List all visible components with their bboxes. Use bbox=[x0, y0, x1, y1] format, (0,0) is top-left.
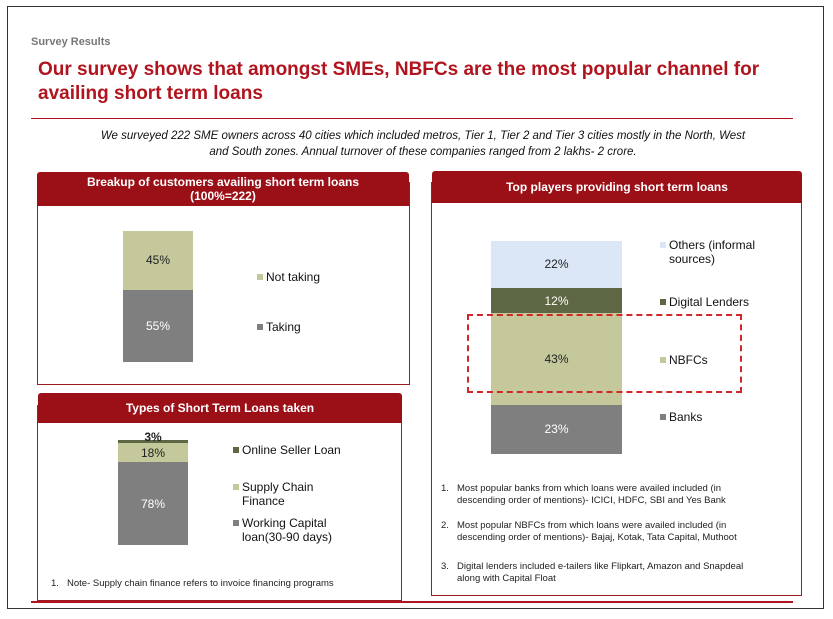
legend-label-working-capital-loan-30-90-days: Working Capital loan(30-90 days) bbox=[242, 516, 333, 544]
loan-types-footnote: 1. Note- Supply chain finance refers to i… bbox=[51, 578, 396, 590]
bar-segment-online-seller-loan bbox=[118, 440, 188, 444]
slide-frame bbox=[7, 6, 824, 609]
legend-item-supply-chain-finance: Supply Chain Finance bbox=[233, 480, 343, 508]
legend-item-taking: Taking bbox=[257, 320, 301, 334]
highlight-box-nbfcs bbox=[467, 314, 742, 393]
legend-item-online-seller-loan: Online Seller Loan bbox=[233, 443, 341, 457]
bar-segment-supply-chain-finance bbox=[118, 443, 188, 463]
note-1-line-2: descending order of mentions)- ICICI, HD… bbox=[457, 495, 726, 506]
data-label-not-taking: 45% bbox=[145, 253, 171, 268]
legend-label-not-taking: Not taking bbox=[266, 270, 321, 284]
data-label-banks: 23% bbox=[544, 422, 569, 437]
intro-line-1: We surveyed 222 SME owners across 40 cit… bbox=[100, 130, 746, 142]
legend-label-others-informal-sources: Others (informal sources) bbox=[669, 238, 756, 266]
customers-panel-title-line1: Breakup of customers availing short term… bbox=[86, 175, 360, 189]
customers-panel-title: Breakup of customers availing short term… bbox=[37, 172, 409, 206]
data-label-taking: 55% bbox=[145, 318, 171, 333]
data-label-supply-chain-finance: 18% bbox=[140, 445, 166, 460]
title-divider bbox=[31, 118, 793, 119]
legend-label-nbfcs: NBFCs bbox=[669, 353, 708, 367]
data-label-digital-lenders: 12% bbox=[544, 293, 569, 308]
bar-segment-taking bbox=[123, 289, 193, 362]
legend-label-banks: Banks bbox=[669, 410, 703, 424]
bar-segment-banks bbox=[491, 405, 622, 454]
legend-swatch-not-taking bbox=[257, 274, 263, 280]
legend-swatch-nbfcs bbox=[660, 357, 666, 363]
legend-item-working-capital-loan-30-90-days: Working Capital loan(30-90 days) bbox=[233, 516, 343, 544]
legend-item-digital-lenders: Digital Lenders bbox=[660, 295, 749, 309]
legend-label-online-seller-loan: Online Seller Loan bbox=[242, 443, 341, 457]
note-2-line-2: descending order of mentions)- Bajaj, Ko… bbox=[457, 532, 737, 543]
legend-item-nbfcs: NBFCs bbox=[660, 353, 708, 367]
legend-label-digital-lenders: Digital Lenders bbox=[669, 295, 750, 309]
page-title: Our survey shows that amongst SMEs, NBFC… bbox=[38, 59, 760, 104]
note-2-number: 2. bbox=[441, 520, 449, 531]
top-players-panel-title: Top players providing short term loans bbox=[432, 171, 802, 203]
bar-segment-digital-lenders bbox=[491, 287, 622, 314]
top-players-panel-title-text: Top players providing short term loans bbox=[506, 180, 728, 194]
loan-types-panel bbox=[37, 405, 402, 601]
legend-label-taking: Taking bbox=[266, 320, 301, 334]
note-2-line-1: Most popular NBFCs from which loans were… bbox=[457, 520, 727, 531]
data-label-online-seller-loan: 3% bbox=[144, 430, 162, 445]
customers-panel bbox=[37, 182, 410, 385]
top-players-note-1: 1. Most popular banks from which loans we… bbox=[441, 483, 796, 507]
legend-item-banks: Banks bbox=[660, 410, 702, 424]
legend-swatch-others-informal-sources bbox=[660, 242, 666, 248]
note-3-line-2: along with Capital Float bbox=[457, 573, 556, 584]
intro-line-2: and South zones. Annual turnover of thes… bbox=[209, 146, 637, 158]
footnote-number: 1. bbox=[51, 578, 59, 589]
data-label-others-informal-sources: 22% bbox=[544, 257, 569, 272]
data-label-working-capital-loan-30-90-days: 78% bbox=[140, 496, 166, 511]
section-label: Survey Results bbox=[31, 36, 111, 48]
intro-text: We surveyed 222 SME owners across 40 cit… bbox=[38, 128, 808, 160]
loan-types-panel-title-text: Types of Short Term Loans taken bbox=[125, 401, 315, 415]
footnote-text: Note- Supply chain finance refers to inv… bbox=[67, 578, 334, 589]
legend-swatch-taking bbox=[257, 324, 263, 330]
bar-segment-working-capital-loan-30-90-days bbox=[118, 462, 188, 545]
legend-item-not-taking: Not taking bbox=[257, 270, 320, 284]
legend-swatch-online-seller-loan bbox=[233, 447, 239, 453]
note-3-number: 3. bbox=[441, 561, 449, 572]
customers-panel-title-line2: (100%=222) bbox=[190, 189, 256, 203]
legend-swatch-working-capital-loan-30-90-days bbox=[233, 520, 239, 526]
note-3-line-1: Digital lenders included e-tailers like … bbox=[457, 561, 744, 572]
bar-segment-not-taking bbox=[123, 231, 193, 290]
bar-segment-others-informal-sources bbox=[491, 241, 622, 288]
top-players-note-2: 2. Most popular NBFCs from which loans we… bbox=[441, 520, 796, 544]
data-label-nbfcs: 43% bbox=[544, 352, 569, 367]
note-1-number: 1. bbox=[441, 483, 449, 494]
legend-item-others-informal-sources: Others (informal sources) bbox=[660, 238, 780, 266]
legend-swatch-digital-lenders bbox=[660, 299, 666, 305]
bottom-divider bbox=[31, 601, 793, 603]
loan-types-panel-title: Types of Short Term Loans taken bbox=[38, 393, 402, 423]
top-players-note-3: 3. Digital lenders included e-tailers lik… bbox=[441, 561, 796, 585]
legend-swatch-supply-chain-finance bbox=[233, 484, 239, 490]
bar-segment-nbfcs bbox=[491, 313, 622, 405]
legend-label-supply-chain-finance: Supply Chain Finance bbox=[242, 480, 314, 508]
legend-swatch-banks bbox=[660, 414, 666, 420]
note-1-line-1: Most popular banks from which loans were… bbox=[457, 483, 722, 494]
